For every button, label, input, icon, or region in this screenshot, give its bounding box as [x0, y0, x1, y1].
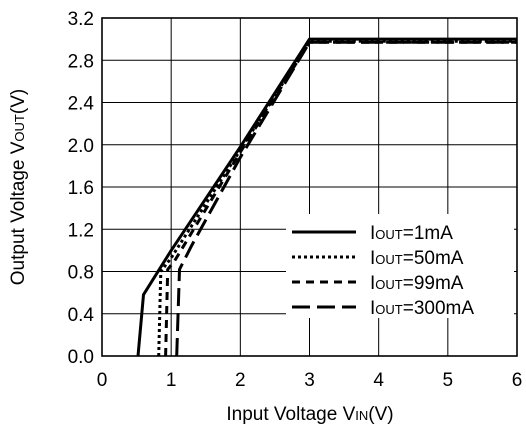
y-axis-label-main: Output Voltage V: [8, 141, 29, 285]
y-tick-label: 0.4: [68, 305, 95, 326]
legend-label-main: I: [370, 223, 375, 244]
y-tick-label: 2.0: [68, 136, 94, 157]
x-tick-label: 5: [443, 370, 454, 391]
legend-label-3: IOUT=99mA: [370, 273, 464, 294]
series-lines: [136, 37, 517, 357]
x-axis-label-main: Input Voltage V: [226, 404, 355, 425]
legend-label-subscript: OUT: [375, 277, 403, 292]
y-tick-label: 3.2: [68, 9, 94, 30]
x-axis-label: Input Voltage VIN(V): [226, 404, 393, 425]
legend-label-main: I: [370, 248, 375, 269]
x-axis-label-subscript: IN: [355, 408, 368, 423]
y-tick-label: 0.0: [68, 347, 94, 368]
x-tick-labels: 0 1 2 3 4 5 6: [97, 370, 523, 391]
x-tick-label: 4: [373, 370, 384, 391]
x-tick-label: 1: [166, 370, 177, 391]
legend-label-main: I: [370, 273, 375, 294]
series-line-1: [136, 37, 517, 357]
legend-label-4: IOUT=300mA: [370, 298, 474, 319]
y-tick-label: 2.8: [68, 51, 94, 72]
legend-label-value: =1mA: [403, 223, 453, 244]
legend-label-value: =50mA: [403, 248, 464, 269]
y-tick-label: 1.6: [68, 178, 94, 199]
legend-label-1: IOUT=1mA: [370, 223, 453, 244]
x-tick-label: 0: [97, 370, 108, 391]
legend-label-main: I: [370, 298, 375, 319]
y-tick-label: 2.4: [68, 94, 95, 115]
legend-label-subscript: OUT: [375, 227, 403, 242]
plot-frame: [101, 17, 518, 357]
series-line-4: [175, 40, 517, 357]
legend-label-2: IOUT=50mA: [370, 248, 464, 269]
y-axis-label: Output Voltage VOUT(V): [8, 89, 29, 285]
legend-label-value: =99mA: [403, 273, 464, 294]
y-tick-label: 0.8: [68, 263, 94, 284]
x-axis-label-unit: (V): [368, 404, 393, 425]
y-tick-label: 1.2: [68, 220, 94, 241]
legend-label-value: =300mA: [403, 298, 475, 319]
series-line-3: [164, 40, 517, 357]
x-tick-label: 6: [512, 370, 523, 391]
y-axis-label-subscript: OUT: [12, 114, 27, 142]
y-tick-labels: 0.0 0.4 0.8 1.2 1.6 2.0 2.4 2.8 3.2: [68, 9, 95, 368]
x-tick-label: 3: [304, 370, 315, 391]
x-tick-label: 2: [235, 370, 246, 391]
y-axis-label-unit: (V): [8, 89, 29, 114]
legend-label-subscript: OUT: [375, 252, 403, 267]
legend-label-subscript: OUT: [375, 302, 403, 317]
